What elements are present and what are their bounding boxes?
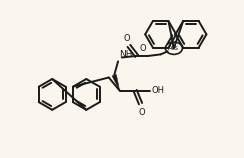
Text: O: O bbox=[139, 44, 146, 53]
Text: Ats: Ats bbox=[168, 45, 179, 51]
Polygon shape bbox=[112, 74, 120, 91]
Text: O: O bbox=[138, 107, 145, 116]
Text: NH: NH bbox=[119, 50, 132, 59]
Ellipse shape bbox=[165, 42, 183, 54]
Text: OH: OH bbox=[151, 86, 164, 95]
Text: O: O bbox=[123, 34, 130, 43]
